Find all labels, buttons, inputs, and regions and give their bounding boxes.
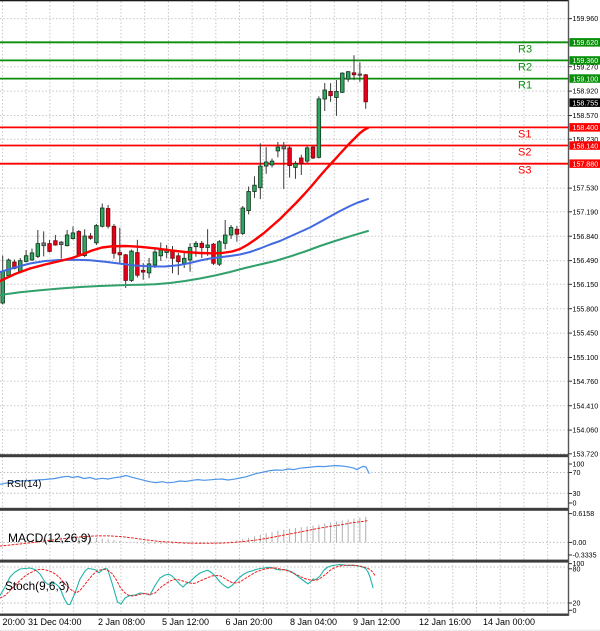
- svg-text:100: 100: [573, 560, 585, 568]
- svg-text:159.360: 159.360: [573, 57, 599, 65]
- svg-text:2 Jan 08:00: 2 Jan 08:00: [98, 617, 145, 627]
- svg-text:Stoch(9,6,3): Stoch(9,6,3): [5, 579, 69, 593]
- svg-text:158.400: 158.400: [573, 124, 599, 132]
- svg-text:153.720: 153.720: [573, 450, 599, 458]
- svg-text:12 Jan 16:00: 12 Jan 16:00: [419, 617, 471, 627]
- svg-text:R3: R3: [518, 43, 532, 55]
- svg-text:R2: R2: [518, 61, 532, 73]
- svg-text:156.150: 156.150: [573, 281, 599, 289]
- svg-text:158.755: 158.755: [573, 99, 599, 107]
- svg-text:14 Jan 00:00: 14 Jan 00:00: [483, 617, 535, 627]
- svg-text:0: 0: [573, 607, 577, 615]
- svg-text:157.880: 157.880: [573, 161, 599, 169]
- svg-text:155.800: 155.800: [573, 305, 599, 313]
- svg-text:159.100: 159.100: [573, 75, 599, 83]
- svg-text:157.530: 157.530: [573, 185, 599, 193]
- svg-text:159.960: 159.960: [573, 15, 599, 23]
- svg-text:158.920: 158.920: [573, 88, 599, 96]
- svg-text:31 Dec 04:00: 31 Dec 04:00: [28, 617, 82, 627]
- svg-text:154.410: 154.410: [573, 402, 599, 410]
- svg-text:MACD(12,26,9): MACD(12,26,9): [8, 531, 91, 545]
- svg-text:156.840: 156.840: [573, 233, 599, 241]
- svg-text:154.760: 154.760: [573, 378, 599, 386]
- svg-text:158.140: 158.140: [573, 142, 599, 150]
- svg-text:159.620: 159.620: [573, 39, 599, 47]
- svg-text:30: 30: [573, 490, 581, 498]
- svg-text:8 Jan 04:00: 8 Jan 04:00: [290, 617, 337, 627]
- svg-text:9 Jan 12:00: 9 Jan 12:00: [353, 617, 400, 627]
- svg-text:80: 80: [573, 565, 581, 573]
- svg-text:6 Jan 20:00: 6 Jan 20:00: [226, 617, 273, 627]
- svg-text:RSI(14): RSI(14): [7, 479, 41, 490]
- svg-text:S1: S1: [518, 128, 531, 140]
- svg-text:159.270: 159.270: [573, 63, 599, 71]
- svg-text:158.230: 158.230: [573, 136, 599, 144]
- svg-text:0: 0: [573, 500, 577, 508]
- svg-text:154.060: 154.060: [573, 427, 599, 435]
- svg-text:70: 70: [573, 469, 581, 477]
- svg-text:157.190: 157.190: [573, 208, 599, 216]
- svg-text:158.570: 158.570: [573, 112, 599, 120]
- svg-text:S2: S2: [518, 147, 531, 159]
- svg-text:R1: R1: [518, 80, 532, 92]
- svg-text:0.6158: 0.6158: [573, 510, 595, 518]
- svg-text:0.00: 0.00: [573, 539, 587, 547]
- svg-text:S3: S3: [518, 165, 531, 177]
- svg-text:20: 20: [573, 600, 581, 608]
- svg-text:100: 100: [573, 461, 585, 469]
- svg-text:155.450: 155.450: [573, 330, 599, 338]
- svg-text:20:00: 20:00: [3, 617, 26, 627]
- svg-text:5 Jan 12:00: 5 Jan 12:00: [162, 617, 209, 627]
- svg-text:155.100: 155.100: [573, 354, 599, 362]
- svg-text:156.490: 156.490: [573, 257, 599, 265]
- svg-text:-0.3335: -0.3335: [573, 552, 597, 560]
